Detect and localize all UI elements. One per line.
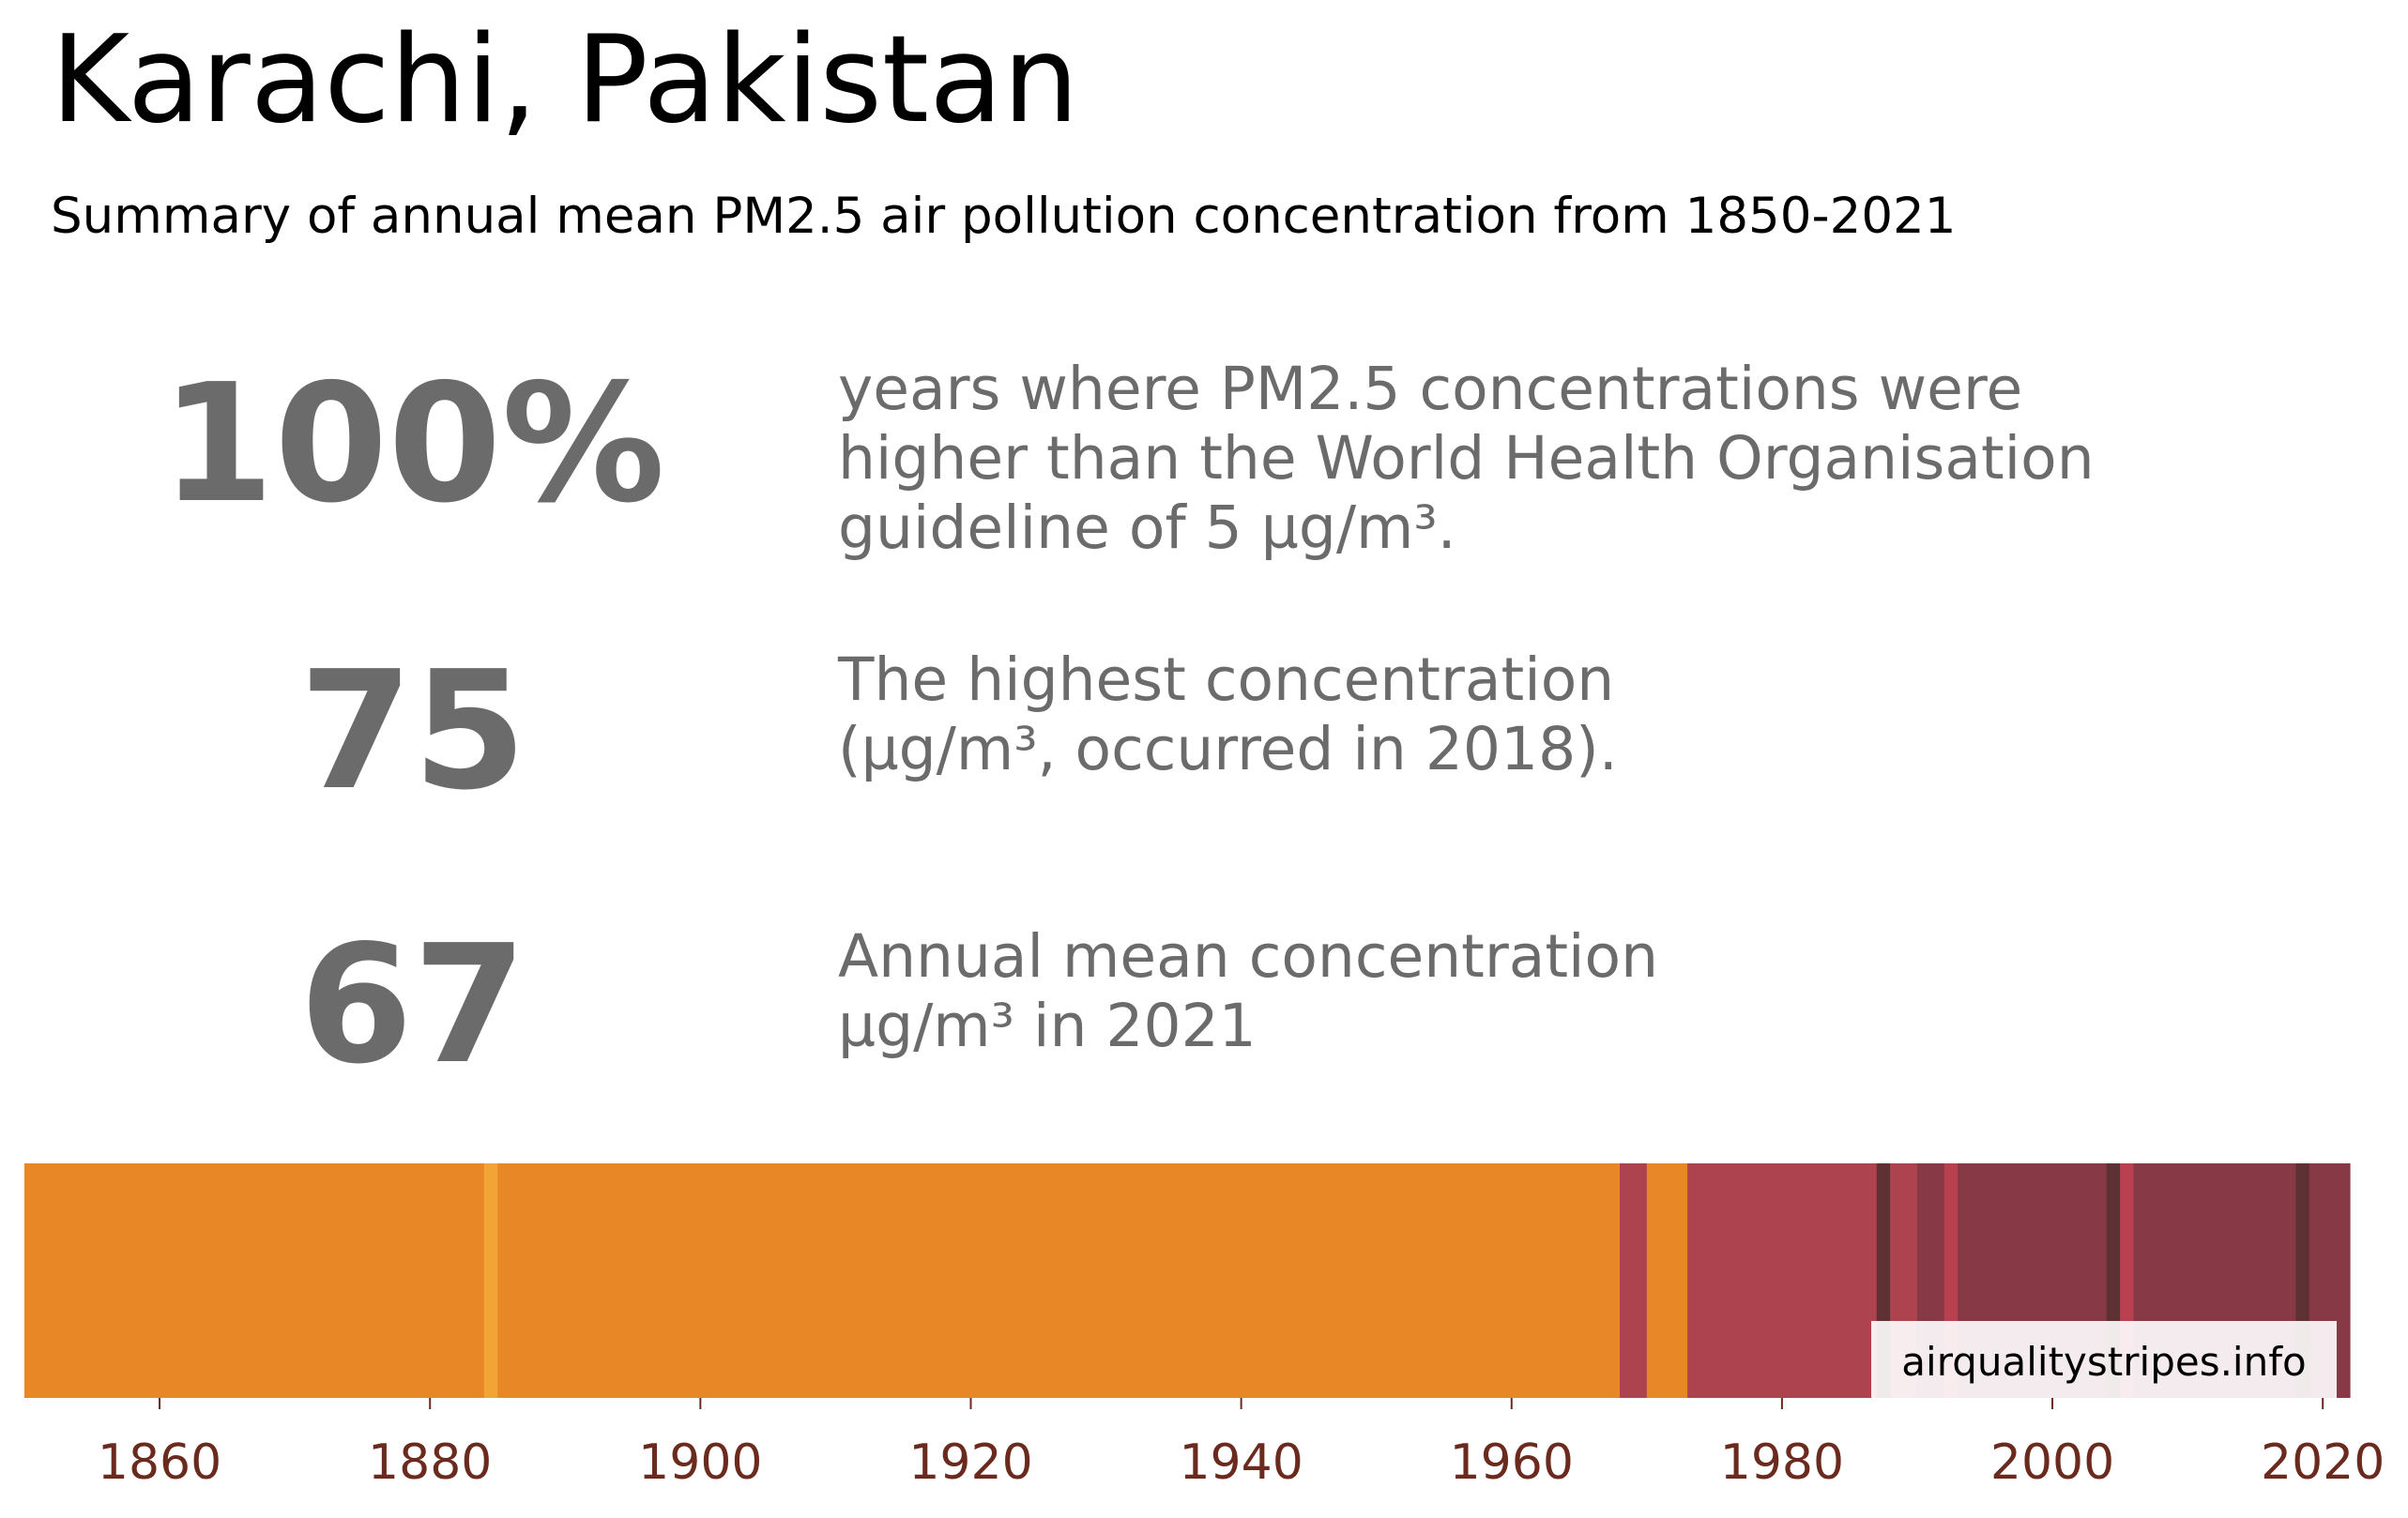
x-tick-label: 2000 — [1990, 1435, 2114, 1491]
x-tick-label: 1980 — [1720, 1435, 1844, 1491]
watermark-background — [1871, 1321, 2337, 1405]
x-tick-label: 2020 — [2261, 1435, 2385, 1491]
stat-text-latest: Annual mean concentration µg/m³ in 2021 — [838, 922, 1658, 1061]
watermark-text: airqualitystripes.info — [1901, 1339, 2306, 1385]
watermark-box: airqualitystripes.info — [1871, 1321, 2337, 1405]
stripe-1850 — [24, 1163, 485, 1398]
x-tick-label: 1880 — [368, 1435, 492, 1491]
stat-value-highest: 75 — [298, 636, 527, 827]
stat-text-line: guideline of 5 µg/m³. — [838, 493, 1456, 562]
stat-text-line: years where PM2.5 concentrations were — [838, 355, 2023, 423]
stripe-1968 — [1620, 1163, 1648, 1398]
stat-text-line: higher than the World Health Organisatio… — [838, 424, 2095, 493]
stat-text-line: (µg/m³, occurred in 2018). — [838, 715, 1618, 783]
stat-text-line: µg/m³ in 2021 — [838, 992, 1257, 1060]
stripe-1970 — [1646, 1163, 1688, 1398]
x-axis-ticks: 1860 1880 1900 1920 1940 1960 1980 2000 2020 — [98, 1398, 2385, 1491]
x-tick-label: 1920 — [908, 1435, 1032, 1491]
x-tick-label: 1900 — [638, 1435, 762, 1491]
page-subtitle: Summary of annual mean PM2.5 air polluti… — [51, 188, 1957, 245]
stat-text-exceedance: years where PM2.5 concentrations were hi… — [838, 355, 2095, 563]
stat-value-exceedance: 100% — [160, 349, 665, 539]
stripe-1885 — [497, 1163, 1621, 1398]
x-tick-label: 1860 — [98, 1435, 221, 1491]
stat-value-latest: 67 — [298, 910, 527, 1101]
x-tick-label: 1960 — [1450, 1435, 1574, 1491]
x-tick-label: 1940 — [1179, 1435, 1303, 1491]
stat-text-line: The highest concentration — [838, 645, 1615, 714]
air-quality-stripes-chart: airqualitystripes.info 1860 1880 1900 1920 1… — [24, 1163, 2385, 1491]
stat-text-line: Annual mean concentration — [838, 922, 1659, 991]
stripe-1973 — [1687, 1163, 1878, 1398]
stat-text-highest: The highest concentration (µg/m³, occurr… — [838, 645, 1618, 784]
page-title: Karachi, Pakistan — [51, 10, 1079, 150]
stripe-1884 — [483, 1163, 498, 1398]
